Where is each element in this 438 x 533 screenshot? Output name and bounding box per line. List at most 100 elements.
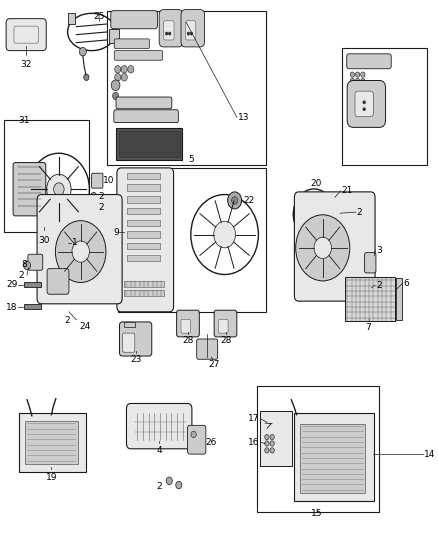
Text: 1: 1 <box>72 238 78 247</box>
Circle shape <box>350 72 355 77</box>
Circle shape <box>115 74 121 81</box>
FancyBboxPatch shape <box>111 11 157 29</box>
Circle shape <box>165 32 168 35</box>
Bar <box>127 220 160 226</box>
Circle shape <box>360 72 365 77</box>
Text: 26: 26 <box>205 438 216 447</box>
Circle shape <box>232 197 238 204</box>
Text: 29: 29 <box>6 280 18 289</box>
FancyBboxPatch shape <box>159 10 183 47</box>
FancyBboxPatch shape <box>92 173 103 188</box>
Circle shape <box>265 434 269 440</box>
Circle shape <box>360 78 365 84</box>
FancyBboxPatch shape <box>177 310 199 337</box>
Text: 8: 8 <box>21 261 27 269</box>
FancyBboxPatch shape <box>347 80 385 127</box>
Circle shape <box>363 108 365 111</box>
Bar <box>127 196 160 203</box>
Circle shape <box>111 80 120 91</box>
Bar <box>127 184 160 191</box>
Bar <box>300 424 365 493</box>
FancyBboxPatch shape <box>123 333 135 352</box>
FancyBboxPatch shape <box>114 39 150 49</box>
Circle shape <box>166 477 172 484</box>
FancyBboxPatch shape <box>28 254 43 270</box>
FancyBboxPatch shape <box>185 21 196 40</box>
Circle shape <box>228 192 242 209</box>
Text: 5: 5 <box>188 155 194 164</box>
Circle shape <box>265 441 269 446</box>
FancyBboxPatch shape <box>116 97 172 109</box>
FancyBboxPatch shape <box>293 413 374 501</box>
Circle shape <box>300 197 328 231</box>
Circle shape <box>79 47 86 56</box>
Bar <box>345 277 395 321</box>
Text: 7: 7 <box>366 323 371 332</box>
Bar <box>343 48 427 165</box>
FancyBboxPatch shape <box>364 253 376 273</box>
Text: 24: 24 <box>79 322 91 332</box>
Text: 2: 2 <box>18 271 24 279</box>
Circle shape <box>168 32 171 35</box>
Bar <box>127 208 160 214</box>
Bar <box>118 168 266 312</box>
Text: 16: 16 <box>248 438 260 447</box>
FancyBboxPatch shape <box>14 26 39 43</box>
Circle shape <box>47 174 71 204</box>
FancyBboxPatch shape <box>260 411 292 466</box>
Circle shape <box>265 448 269 453</box>
Bar <box>4 120 89 232</box>
Circle shape <box>187 32 190 35</box>
Text: 18: 18 <box>6 303 18 311</box>
Text: 27: 27 <box>208 360 219 369</box>
Circle shape <box>190 32 193 35</box>
FancyBboxPatch shape <box>197 339 218 359</box>
Circle shape <box>296 215 350 281</box>
FancyBboxPatch shape <box>181 10 205 47</box>
Bar <box>257 386 379 512</box>
Text: 3: 3 <box>376 246 381 255</box>
Bar <box>24 282 41 287</box>
Text: 17: 17 <box>248 415 260 423</box>
Bar <box>124 290 163 296</box>
Bar <box>24 304 41 309</box>
Text: 4: 4 <box>156 446 162 455</box>
Circle shape <box>176 481 182 489</box>
Text: 6: 6 <box>403 279 409 288</box>
Text: 2: 2 <box>376 281 381 289</box>
Text: 14: 14 <box>424 450 435 458</box>
Text: 2: 2 <box>156 482 162 491</box>
Text: 19: 19 <box>46 473 57 482</box>
Circle shape <box>72 241 89 262</box>
Circle shape <box>121 66 127 73</box>
Ellipse shape <box>15 28 37 42</box>
Text: 2: 2 <box>357 208 362 216</box>
FancyBboxPatch shape <box>117 168 173 312</box>
Text: 28: 28 <box>220 336 232 345</box>
Text: 22: 22 <box>244 196 254 205</box>
Circle shape <box>214 221 236 248</box>
Circle shape <box>91 192 97 200</box>
Circle shape <box>191 431 196 438</box>
Circle shape <box>314 237 332 259</box>
Text: 21: 21 <box>342 187 353 195</box>
Circle shape <box>128 66 134 73</box>
FancyBboxPatch shape <box>37 195 122 304</box>
FancyBboxPatch shape <box>127 403 192 449</box>
Circle shape <box>307 206 321 222</box>
FancyBboxPatch shape <box>47 269 69 294</box>
Text: 20: 20 <box>310 179 321 188</box>
Circle shape <box>363 101 365 104</box>
Bar <box>124 281 163 287</box>
Circle shape <box>270 448 274 453</box>
Bar <box>117 128 182 160</box>
FancyBboxPatch shape <box>187 425 206 454</box>
Circle shape <box>121 74 127 81</box>
FancyBboxPatch shape <box>13 163 46 216</box>
Bar <box>396 278 402 320</box>
Text: 2: 2 <box>98 192 104 200</box>
Text: 23: 23 <box>131 355 142 364</box>
Circle shape <box>84 74 89 80</box>
Text: 13: 13 <box>238 113 249 122</box>
Text: 28: 28 <box>183 336 194 345</box>
